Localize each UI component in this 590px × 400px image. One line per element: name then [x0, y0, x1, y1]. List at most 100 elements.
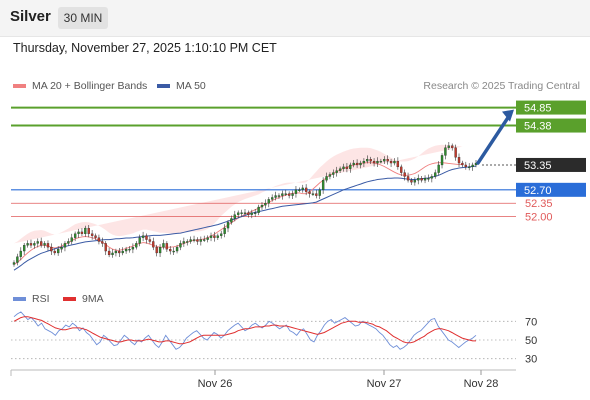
legend-rsi-ma: 9MA [63, 293, 104, 305]
candle-body-123 [430, 176, 434, 179]
legend-swatch-ma50 [157, 84, 170, 88]
candle-body-75 [267, 199, 270, 204]
candle-body-1 [16, 256, 19, 263]
candle-body-20 [80, 231, 84, 234]
candle-body-68 [243, 212, 247, 214]
target-tag-bg-0 [516, 100, 586, 115]
candle-body-17 [70, 237, 73, 242]
candle-body-93 [328, 174, 332, 177]
support-tag-label: 52.70 [524, 185, 552, 197]
candle-body-84 [298, 189, 301, 191]
candle-body-133 [464, 164, 467, 168]
legend-ma50: MA 50 [157, 80, 206, 92]
candle-body-33 [124, 248, 128, 252]
candle-body-71 [254, 212, 257, 214]
x-tick-label-1: Nov 27 [367, 378, 402, 390]
candle-body-48 [175, 247, 179, 252]
candle-body-124 [434, 172, 437, 177]
candle-body-70 [250, 212, 253, 215]
candle-body-104 [366, 159, 369, 162]
candle-body-16 [67, 241, 70, 244]
candle-body-2 [19, 250, 22, 257]
candle-body-30 [114, 250, 118, 254]
target-tag-label-0: 54.85 [524, 103, 552, 115]
candle-body-50 [182, 241, 186, 244]
candle-body-92 [325, 176, 328, 181]
candle-body-7 [36, 241, 39, 244]
rsi-line [13, 311, 477, 350]
candle-body-129 [451, 145, 454, 148]
candle-body-27 [104, 243, 107, 252]
candle-body-111 [389, 160, 393, 164]
candle-body-59 [213, 235, 216, 238]
candle-body-74 [264, 203, 267, 206]
candle-body-100 [352, 162, 355, 166]
candle-body-91 [321, 180, 325, 190]
candle-body-76 [271, 197, 274, 200]
candle-body-108 [379, 160, 383, 163]
legend-swatch-rsi-ma [63, 297, 76, 301]
candle-body-109 [383, 159, 386, 162]
candle-body-89 [315, 193, 318, 196]
candle-body-46 [169, 248, 172, 252]
candle-body-12 [53, 250, 56, 254]
candle-body-8 [40, 241, 43, 246]
rsi-tick-label-1: 50 [525, 335, 537, 347]
legend-swatch-ma20 [13, 84, 26, 88]
legend-rsi-label: RSI [32, 293, 50, 305]
rsi-ma-line [13, 316, 476, 345]
candle-body-23 [90, 233, 94, 236]
candle-body-5 [29, 243, 33, 246]
candle-body-62 [223, 227, 226, 234]
candle-body-47 [172, 250, 175, 253]
candle-body-98 [345, 166, 349, 169]
candle-body-60 [216, 235, 219, 238]
candle-body-15 [63, 243, 67, 248]
candle-body-72 [257, 206, 260, 213]
datetime-label: Thursday, November 27, 2025 1:10:10 PM C… [13, 41, 277, 55]
candle-body-96 [338, 168, 342, 171]
candle-body-122 [427, 178, 430, 180]
candle-body-128 [447, 145, 450, 148]
candle-body-107 [376, 160, 379, 164]
level-label-5: 52.00 [525, 212, 553, 224]
candle-body-52 [189, 239, 192, 242]
candle-body-78 [277, 195, 281, 197]
legend-ma50-label: MA 50 [176, 80, 206, 92]
current-price-tag-label: 53.35 [524, 160, 552, 172]
candle-body-6 [33, 243, 36, 246]
candle-body-29 [111, 252, 114, 256]
candle-body-77 [274, 195, 277, 198]
candle-body-83 [294, 189, 298, 194]
candle-body-45 [165, 243, 169, 250]
candle-body-87 [308, 191, 311, 194]
candle-body-55 [199, 239, 203, 242]
candle-body-64 [230, 218, 233, 223]
candle-body-94 [332, 172, 335, 175]
candle-body-90 [318, 189, 321, 196]
credit-text: Research © 2025 Trading Central [423, 80, 580, 92]
timeframe-button[interactable]: 30 MIN [58, 7, 108, 29]
candle-body-53 [192, 239, 196, 241]
candle-body-119 [417, 178, 420, 181]
legend-ma20-label: MA 20 + Bollinger Bands [32, 80, 148, 92]
candle-body-113 [396, 160, 400, 168]
target-tag-label-1: 54.38 [524, 121, 552, 133]
candle-body-11 [50, 247, 53, 252]
support-tag-bg [516, 182, 586, 197]
candle-body-0 [12, 262, 16, 265]
candle-body-130 [454, 147, 457, 158]
forecast-arrow-shaft [476, 115, 510, 165]
candle-body-61 [220, 233, 223, 236]
candle-body-32 [121, 250, 124, 254]
candle-body-114 [400, 166, 403, 173]
candle-body-25 [97, 237, 101, 242]
current-price-tag-bg [516, 157, 586, 172]
candle-body-102 [359, 162, 362, 166]
legend-ma20-bb: MA 20 + Bollinger Bands [13, 80, 147, 92]
candle-body-81 [287, 193, 291, 196]
candle-body-132 [461, 162, 464, 166]
candle-body-103 [362, 160, 366, 164]
candle-body-57 [206, 237, 209, 240]
